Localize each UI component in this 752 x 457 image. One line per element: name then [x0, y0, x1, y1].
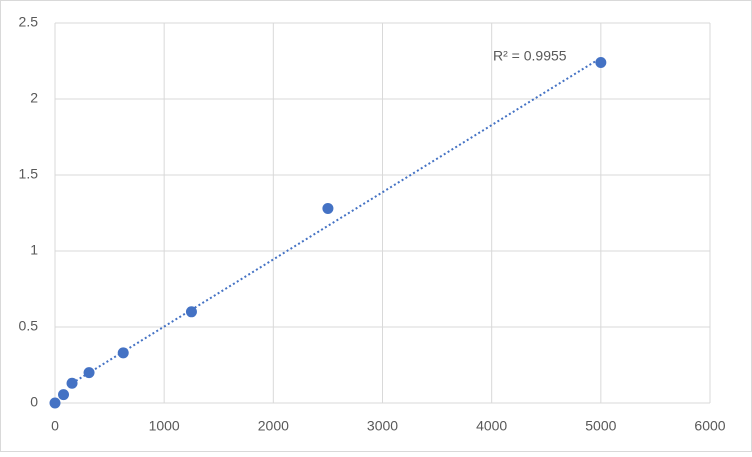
y-tick-label: 0: [30, 394, 38, 410]
point: [83, 367, 95, 379]
y-tick-label: 1.5: [19, 166, 39, 182]
x-tick-label: 3000: [367, 418, 398, 434]
trendline-label: R² = 0.9955: [493, 48, 567, 64]
point: [322, 202, 334, 214]
x-tick-label: 2000: [258, 418, 289, 434]
point: [66, 377, 78, 389]
point: [58, 389, 70, 401]
y-tick-label: 0.5: [19, 318, 39, 334]
point: [117, 347, 129, 359]
x-tick-label: 0: [51, 418, 59, 434]
x-tick-label: 4000: [476, 418, 507, 434]
x-tick-label: 6000: [694, 418, 725, 434]
x-tick-label: 1000: [149, 418, 180, 434]
point: [185, 306, 197, 318]
x-tick-label: 5000: [585, 418, 616, 434]
y-tick-label: 2.5: [19, 14, 39, 30]
point: [595, 57, 607, 69]
y-tick-label: 2: [30, 90, 38, 106]
y-tick-label: 1: [30, 242, 38, 258]
point: [49, 397, 61, 409]
